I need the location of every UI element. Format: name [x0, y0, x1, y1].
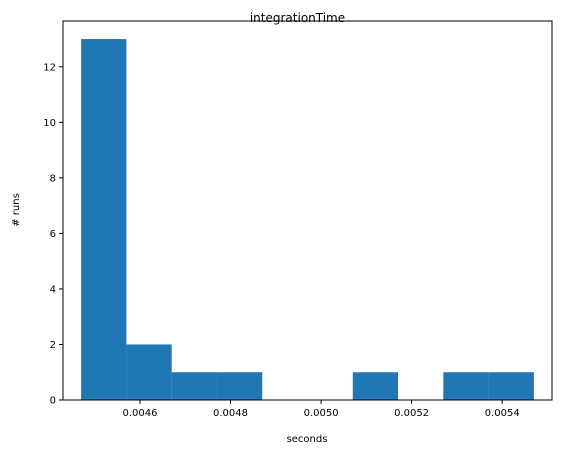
x-tick-label: 0.0054 — [485, 408, 520, 419]
histogram-bar — [443, 372, 489, 400]
y-axis-label: # runs — [11, 193, 22, 227]
histogram-bar — [126, 344, 172, 400]
y-tick-label: 4 — [50, 284, 56, 295]
x-axis-label: seconds — [287, 434, 328, 445]
histogram-bar — [171, 372, 217, 400]
y-tick-label: 2 — [50, 340, 56, 351]
histogram-bar — [352, 372, 399, 400]
bars-group — [81, 39, 534, 401]
histogram-bar — [81, 39, 127, 401]
x-axis: 0.0046 0.0048 0.0050 0.0052 0.0054 — [122, 400, 520, 419]
plot-frame — [62, 20, 553, 401]
y-tick-label: 8 — [50, 173, 56, 184]
x-tick-label: 0.0050 — [304, 408, 339, 419]
y-axis: 0 2 4 6 8 10 12 — [43, 62, 63, 407]
y-tick-label: 6 — [50, 229, 56, 240]
x-tick-label: 0.0048 — [213, 408, 248, 419]
y-tick-label: 12 — [43, 62, 56, 73]
chart-title: integrationTime — [250, 11, 345, 25]
y-tick-label: 0 — [50, 396, 56, 407]
y-tick-label: 10 — [43, 118, 56, 129]
x-tick-label: 0.0052 — [394, 408, 429, 419]
x-tick-label: 0.0046 — [122, 408, 157, 419]
histogram-bar — [216, 372, 263, 400]
histogram-bar — [488, 372, 534, 400]
